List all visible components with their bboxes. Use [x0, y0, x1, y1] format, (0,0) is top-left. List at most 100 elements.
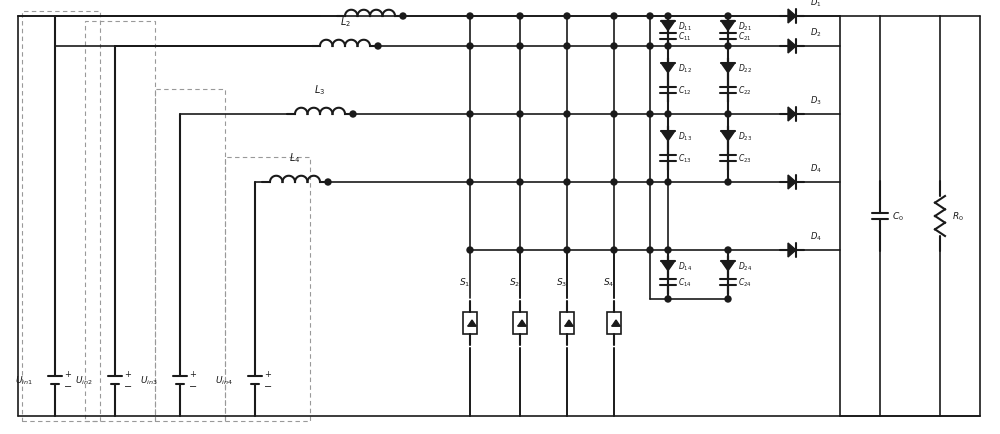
Text: $D_2$: $D_2$ [810, 26, 822, 39]
Text: $C_{14}$: $C_{14}$ [678, 276, 692, 289]
Polygon shape [661, 132, 675, 141]
Text: $C_{11}$: $C_{11}$ [678, 30, 692, 43]
Text: −: − [189, 381, 197, 391]
Bar [225, 158, 310, 421]
Text: $D_{11}$: $D_{11}$ [678, 20, 692, 33]
Text: $D_{24}$: $D_{24}$ [738, 260, 752, 272]
Text: $U_{in3}$: $U_{in3}$ [140, 374, 158, 386]
Text: −: − [64, 381, 72, 391]
Circle shape [517, 14, 523, 20]
Text: +: + [124, 370, 131, 378]
Text: +: + [64, 370, 71, 378]
Text: $D_{22}$: $D_{22}$ [738, 62, 752, 75]
Polygon shape [612, 320, 620, 326]
Circle shape [611, 247, 617, 253]
Circle shape [517, 180, 523, 186]
Circle shape [467, 112, 473, 118]
Text: $L_2$: $L_2$ [340, 15, 350, 29]
Circle shape [647, 14, 653, 20]
Circle shape [564, 247, 570, 253]
Text: $D_{14}$: $D_{14}$ [678, 260, 692, 272]
Bar [463, 312, 477, 334]
Polygon shape [661, 64, 675, 74]
Bar [85, 22, 155, 421]
Bar [560, 312, 574, 334]
Text: $C_{22}$: $C_{22}$ [738, 85, 752, 97]
Text: $S_1$: $S_1$ [459, 276, 471, 288]
Circle shape [467, 44, 473, 50]
Polygon shape [788, 10, 796, 24]
Circle shape [647, 44, 653, 50]
Circle shape [517, 112, 523, 118]
Text: $D_{23}$: $D_{23}$ [738, 130, 752, 143]
Circle shape [665, 296, 671, 302]
Text: $D_4$: $D_4$ [810, 230, 822, 243]
Circle shape [647, 247, 653, 253]
Circle shape [725, 180, 731, 186]
Text: $C_{21}$: $C_{21}$ [738, 30, 752, 43]
Bar [155, 90, 225, 421]
Text: $S_3$: $S_3$ [556, 276, 568, 288]
Circle shape [467, 247, 473, 253]
Bar [607, 312, 621, 334]
Polygon shape [788, 108, 796, 122]
Text: $D_1$: $D_1$ [810, 0, 822, 9]
Circle shape [665, 112, 671, 118]
Text: $D_3$: $D_3$ [810, 94, 822, 107]
Text: $C_{12}$: $C_{12}$ [678, 85, 692, 97]
Polygon shape [788, 176, 796, 190]
Text: $C_{24}$: $C_{24}$ [738, 276, 752, 289]
Circle shape [400, 14, 406, 20]
Text: $C_0$: $C_0$ [892, 210, 904, 223]
Circle shape [517, 44, 523, 50]
Text: $L_4$: $L_4$ [289, 151, 301, 164]
Text: $D_{13}$: $D_{13}$ [678, 130, 692, 143]
Text: $S_4$: $S_4$ [603, 276, 615, 288]
Circle shape [725, 112, 731, 118]
Bar [22, 12, 100, 421]
Circle shape [564, 14, 570, 20]
Circle shape [611, 44, 617, 50]
Polygon shape [721, 261, 735, 271]
Bar [513, 312, 527, 334]
Circle shape [725, 44, 731, 50]
Circle shape [665, 247, 671, 253]
Text: $C_{13}$: $C_{13}$ [678, 153, 692, 165]
Circle shape [564, 112, 570, 118]
Circle shape [611, 180, 617, 186]
Text: −: − [124, 381, 132, 391]
Text: $U_{in1}$: $U_{in1}$ [15, 374, 33, 386]
Text: $S_2$: $S_2$ [509, 276, 521, 288]
Circle shape [725, 296, 731, 302]
Text: $D_{21}$: $D_{21}$ [738, 20, 752, 33]
Circle shape [564, 44, 570, 50]
Text: $L_3$: $L_3$ [314, 83, 326, 97]
Polygon shape [661, 22, 675, 32]
Circle shape [725, 247, 731, 253]
Text: $U_{in2}$: $U_{in2}$ [75, 374, 93, 386]
Circle shape [725, 14, 731, 20]
Circle shape [375, 44, 381, 50]
Polygon shape [721, 64, 735, 74]
Circle shape [564, 180, 570, 186]
Polygon shape [721, 132, 735, 141]
Circle shape [647, 180, 653, 186]
Text: $D_4$: $D_4$ [810, 162, 822, 174]
Text: −: − [264, 381, 272, 391]
Circle shape [647, 112, 653, 118]
Circle shape [517, 247, 523, 253]
Polygon shape [518, 320, 526, 326]
Circle shape [350, 112, 356, 118]
Polygon shape [721, 22, 735, 32]
Circle shape [467, 14, 473, 20]
Polygon shape [788, 40, 796, 54]
Text: +: + [189, 370, 196, 378]
Text: $R_0$: $R_0$ [952, 210, 964, 223]
Text: $C_{23}$: $C_{23}$ [738, 153, 752, 165]
Polygon shape [788, 243, 796, 257]
Text: $D_{12}$: $D_{12}$ [678, 62, 692, 75]
Circle shape [611, 112, 617, 118]
Circle shape [665, 14, 671, 20]
Circle shape [665, 180, 671, 186]
Circle shape [665, 44, 671, 50]
